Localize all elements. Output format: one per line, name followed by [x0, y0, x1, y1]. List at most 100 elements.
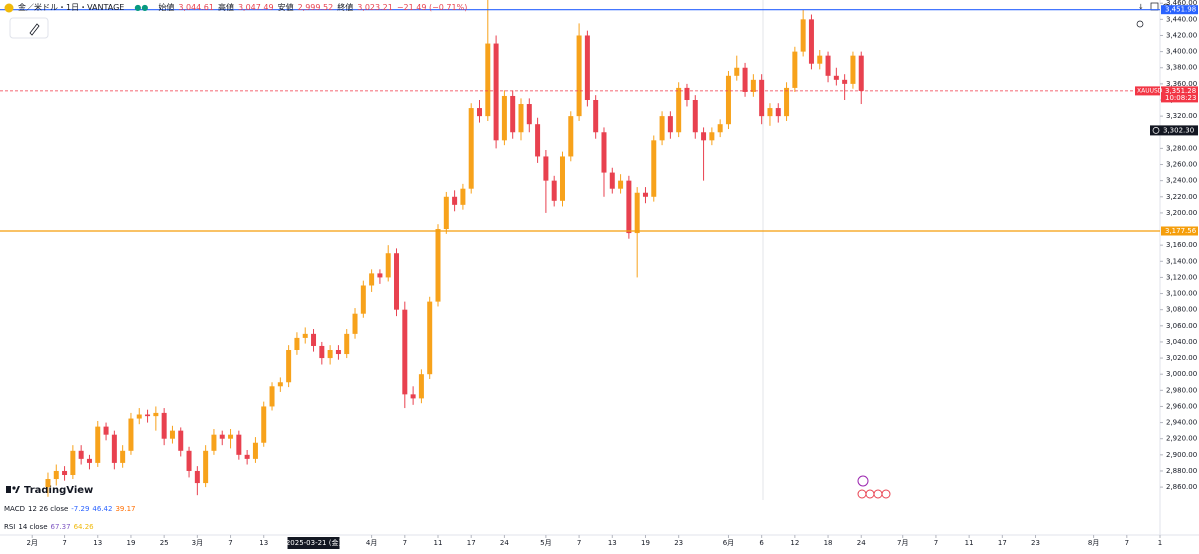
candle-body — [501, 95, 507, 141]
candle-body — [286, 350, 292, 383]
candle-body — [784, 87, 790, 117]
y-tick-label: 3,220.00 — [1166, 193, 1197, 201]
x-tick-label: 6 — [759, 539, 764, 547]
candle-body — [452, 196, 458, 205]
crosshair-price-bg — [1150, 125, 1198, 136]
price-label: 3,177.56 — [1165, 227, 1197, 235]
x-tick-label: 3月 — [192, 539, 203, 547]
ind-value: -7.29 — [71, 505, 90, 513]
candle-body — [211, 434, 217, 451]
symbol-icon — [4, 3, 14, 12]
y-tick-label: 3,280.00 — [1166, 144, 1197, 152]
candle-body — [535, 124, 541, 157]
candle-body — [543, 156, 549, 181]
candle-body — [626, 180, 632, 234]
candle-body — [203, 450, 209, 484]
x-tick-label: 19 — [641, 539, 650, 547]
candle-body — [526, 104, 532, 125]
candle-body — [95, 426, 101, 463]
plot — [45, 0, 864, 497]
y-tick-label: 2,900.00 — [1166, 451, 1197, 459]
x-tick-label: 7 — [577, 539, 581, 547]
x-tick-label: 6月 — [723, 539, 734, 547]
x-tick-label: 7月 — [897, 539, 908, 547]
candle-body — [817, 55, 823, 64]
candle-body — [186, 450, 192, 471]
candle-body — [493, 43, 499, 141]
candle-body — [460, 188, 466, 205]
candle-body — [352, 313, 358, 334]
candle-body — [734, 67, 740, 76]
y-tick-label: 3,440.00 — [1166, 15, 1197, 23]
candle-body — [667, 116, 673, 133]
y-tick-label: 3,060.00 — [1166, 322, 1197, 330]
candle-body — [559, 156, 565, 201]
symbol-tag-bg — [1135, 86, 1160, 96]
drawing-toolbox[interactable] — [9, 17, 49, 39]
y-tick-label: 3,000.00 — [1166, 370, 1197, 378]
price-label-bg — [1161, 226, 1198, 236]
y-tick-label: 3,380.00 — [1166, 64, 1197, 72]
y-tick-label: 3,240.00 — [1166, 177, 1197, 185]
candle-body — [161, 412, 167, 439]
x-tick-label: 12 — [790, 539, 799, 547]
ind-name: MACD — [4, 505, 25, 513]
candle-body — [145, 414, 151, 417]
x-tick-label: 7 — [62, 539, 66, 547]
logo-text: TradingView — [24, 485, 93, 496]
candle-body — [294, 337, 300, 350]
y-tick-label: 3,160.00 — [1166, 241, 1197, 249]
crosshair-plus — [1152, 127, 1160, 134]
x-tick-label: 4月 — [366, 539, 377, 547]
x-tick-label: 18 — [824, 539, 833, 547]
x-tick-label: 13 — [259, 539, 268, 547]
high: 3,047.49 — [237, 3, 274, 12]
candle-body — [269, 386, 275, 407]
candle-body — [833, 75, 839, 80]
candle-body — [418, 374, 424, 399]
candle-body — [394, 253, 400, 310]
ind-params: 12 26 close — [27, 505, 69, 513]
x-tick-label: 24 — [500, 539, 509, 547]
y-tick-label: 3,040.00 — [1166, 338, 1197, 346]
y-tick-label: 3,100.00 — [1166, 290, 1197, 298]
x-tick-label: 19 — [126, 539, 135, 547]
open: 3,044.61 — [178, 3, 214, 12]
candle-body — [485, 43, 491, 117]
x-tick-label: 7 — [934, 539, 938, 547]
candle-body — [684, 87, 690, 100]
candle-body — [111, 434, 117, 463]
x-tick-label: 1 — [1158, 539, 1162, 547]
candle-body — [169, 430, 175, 439]
candle-body — [593, 100, 599, 133]
open-label: 始値 — [158, 3, 175, 12]
candle-body — [468, 108, 474, 189]
candle-body — [659, 116, 665, 141]
y-tick-label: 3,200.00 — [1166, 209, 1197, 217]
candle-body — [402, 309, 408, 395]
ind-name: RSI — [4, 523, 16, 531]
candle-body — [792, 51, 798, 88]
candle-body — [568, 116, 574, 157]
high-label: 高値 — [217, 3, 234, 12]
candle-body — [377, 273, 383, 278]
price-label: 3,451.98 — [1165, 6, 1196, 14]
candle-body — [742, 67, 748, 92]
pencil-icon[interactable] — [29, 23, 40, 36]
x-tick-label: 25 — [160, 539, 169, 547]
candle-body — [360, 285, 366, 314]
event-icons[interactable] — [857, 475, 891, 499]
candle-body — [443, 196, 449, 230]
candle-body — [194, 470, 200, 484]
candle-body — [800, 19, 806, 52]
change: −21.49 (−0.71%) — [396, 3, 468, 12]
candle-body — [252, 442, 258, 459]
y-tick-label: 2,960.00 — [1166, 402, 1197, 410]
candle-body — [551, 180, 557, 201]
crosshair-date-bg — [287, 537, 340, 549]
candle-body — [808, 19, 814, 64]
candle-body — [335, 350, 341, 355]
candle-body — [327, 350, 333, 359]
